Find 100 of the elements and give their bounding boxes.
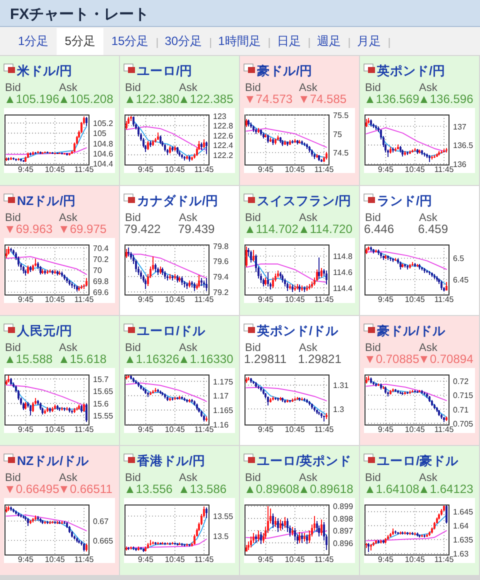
chart-title: 人民元/円 <box>16 324 72 338</box>
candlestick <box>205 141 208 154</box>
text: 日足 <box>276 34 301 48</box>
x-tick-label: 10:45 <box>164 425 186 434</box>
y-tick-label: 13.5 <box>213 532 230 541</box>
y-tick-label: 75.5 <box>333 111 350 120</box>
y-tick-label: 15.55 <box>93 412 114 421</box>
line-series <box>126 382 207 402</box>
candlestick <box>267 396 270 406</box>
y-tick-label: 6.45 <box>453 276 470 285</box>
text: ▼69.963 <box>4 222 53 236</box>
chart-title: 香港ドル/円 <box>136 453 206 468</box>
x-tick-label: 9:45 <box>378 555 394 564</box>
line-series <box>6 256 87 275</box>
y-tick-label: 0.71 <box>453 405 470 414</box>
x-tick-label: 11:45 <box>314 425 334 434</box>
x-tick-label: 11:45 <box>194 165 214 174</box>
x-tick-label: 9:45 <box>378 295 394 304</box>
x-tick-label: 11:45 <box>194 555 214 564</box>
text: Ask <box>59 82 78 94</box>
chart-title: 豪ドル/円 <box>256 63 312 78</box>
line-series <box>248 256 327 288</box>
text: ▼0.66511 <box>58 482 113 496</box>
y-tick-label: 1.175 <box>213 377 234 386</box>
x-tick-label: 11:45 <box>194 425 214 434</box>
y-tick-label: 104.6 <box>93 149 114 158</box>
x-tick-label: 9:45 <box>138 165 154 174</box>
text: 6.446 <box>364 222 394 236</box>
y-tick-label: 1.635 <box>453 536 474 545</box>
text: Bid <box>5 342 21 354</box>
candlestick <box>284 516 286 529</box>
x-tick-label: 10:45 <box>404 555 426 564</box>
line-series <box>126 538 207 548</box>
x-tick-label: 11:45 <box>74 555 94 564</box>
text: Ask <box>419 82 438 94</box>
candlestick <box>301 532 304 544</box>
line-series <box>366 530 447 542</box>
x-tick-label: 9:45 <box>378 425 394 434</box>
text: 15分足 <box>111 34 149 48</box>
line-series <box>10 251 87 288</box>
text: Bid <box>365 212 381 224</box>
text: Bid <box>125 82 141 94</box>
x-tick-label: 9:45 <box>138 555 154 564</box>
text: Ask <box>59 212 78 224</box>
chart-title: ユーロ/英ポンド <box>257 454 352 468</box>
y-tick-label: 70.2 <box>93 254 110 264</box>
x-tick-label: 10:45 <box>404 425 426 434</box>
x-tick-label: 9:45 <box>138 425 154 434</box>
chart-title: ランド/円 <box>377 194 432 208</box>
text: 6.459 <box>418 222 448 236</box>
x-tick-label: 11:45 <box>434 295 454 304</box>
text: ▼0.70885 <box>364 352 420 366</box>
y-tick-label: 0.715 <box>453 391 474 400</box>
text: 79.439 <box>178 222 216 236</box>
text: ▲15.588 <box>4 352 53 366</box>
y-tick-label: 79.6 <box>213 257 230 266</box>
line-series <box>126 126 207 150</box>
text: 30分足 <box>164 34 202 48</box>
text: 1.29811 <box>244 352 287 366</box>
text: Bid <box>125 472 141 484</box>
chart-title: 豪ドル/ドル <box>376 323 446 338</box>
line-series <box>246 530 327 539</box>
y-tick-label: 70 <box>93 266 102 275</box>
text: ▲122.385 <box>178 92 234 106</box>
line-series <box>18 126 87 160</box>
x-tick-label: 9:45 <box>258 165 274 174</box>
candlestick <box>144 278 147 290</box>
text: ▲114.720 <box>298 222 353 236</box>
chart-title: NZドル/ドル <box>17 454 90 468</box>
text: ▲0.89608 <box>244 482 300 496</box>
text: 1分足 <box>18 34 49 48</box>
x-tick-label: 10:45 <box>44 425 66 434</box>
y-tick-label: 0.665 <box>93 536 114 546</box>
x-tick-label: 10:45 <box>284 555 306 564</box>
x-tick-label: 11:45 <box>74 165 94 174</box>
candlestick <box>32 401 34 412</box>
x-tick-label: 11:45 <box>434 555 454 564</box>
y-tick-label: 0.897 <box>333 526 354 536</box>
x-tick-label: 10:45 <box>164 295 186 304</box>
candlestick <box>132 116 135 128</box>
line-series <box>250 522 327 547</box>
candlestick <box>250 536 252 548</box>
x-tick-label: 10:45 <box>404 165 426 174</box>
y-tick-label: 74.5 <box>333 148 350 158</box>
y-tick-label: 0.899 <box>333 502 354 512</box>
text: Bid <box>245 472 261 484</box>
text: ▲15.618 <box>58 352 107 366</box>
x-tick-label: 9:45 <box>18 425 34 434</box>
text: Bid <box>365 82 381 94</box>
x-tick-label: 10:45 <box>284 165 306 174</box>
text: ▲1.64123 <box>418 482 474 496</box>
text: Ask <box>179 472 198 484</box>
text: Bid <box>5 82 21 94</box>
y-tick-label: 0.67 <box>93 517 110 526</box>
line-series <box>366 127 447 152</box>
text: Ask <box>419 342 438 354</box>
x-tick-label: 9:45 <box>378 165 394 174</box>
y-tick-label: 105.2 <box>93 119 114 128</box>
chart-title: ユーロ/ドル <box>137 324 206 338</box>
text: ▲136.596 <box>418 92 474 106</box>
